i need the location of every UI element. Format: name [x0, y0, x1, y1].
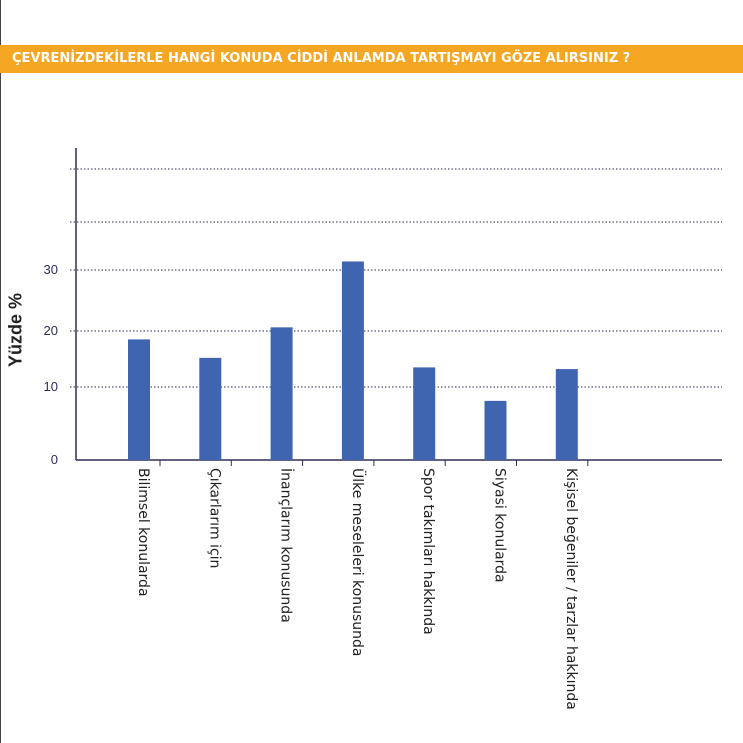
y-tick-label: 10	[44, 379, 58, 394]
question-title: ÇEVRENİZDEKİLERLE HANGİ KONUDA CİDDİ ANL…	[12, 51, 631, 66]
x-category-label: Bilimsel konularda	[135, 468, 151, 597]
x-category-label: Siyasi konularda	[492, 468, 508, 583]
y-tick-label: 30	[44, 262, 58, 277]
bar	[199, 357, 222, 460]
page-left-border	[0, 0, 1, 743]
bar	[128, 339, 150, 460]
x-category-label: İnançlarım konusunda	[278, 468, 296, 623]
y-tick-label: 0	[51, 452, 58, 467]
bar	[270, 327, 293, 460]
x-category-label: Spor takımları hakkında	[420, 468, 436, 635]
bar	[555, 369, 578, 460]
bar	[484, 400, 507, 460]
question-banner: ÇEVRENİZDEKİLERLE HANGİ KONUDA CİDDİ ANL…	[0, 45, 743, 73]
x-category-label: Çıkarlarım için	[206, 468, 222, 568]
bar	[413, 367, 436, 460]
y-tick-label: 20	[44, 323, 58, 338]
x-category-label: Kişisel beğeniler / tarzlar hakkında	[563, 468, 579, 710]
bar	[341, 261, 364, 460]
x-category-label: Ülke meseleleri konusunda	[349, 468, 367, 657]
